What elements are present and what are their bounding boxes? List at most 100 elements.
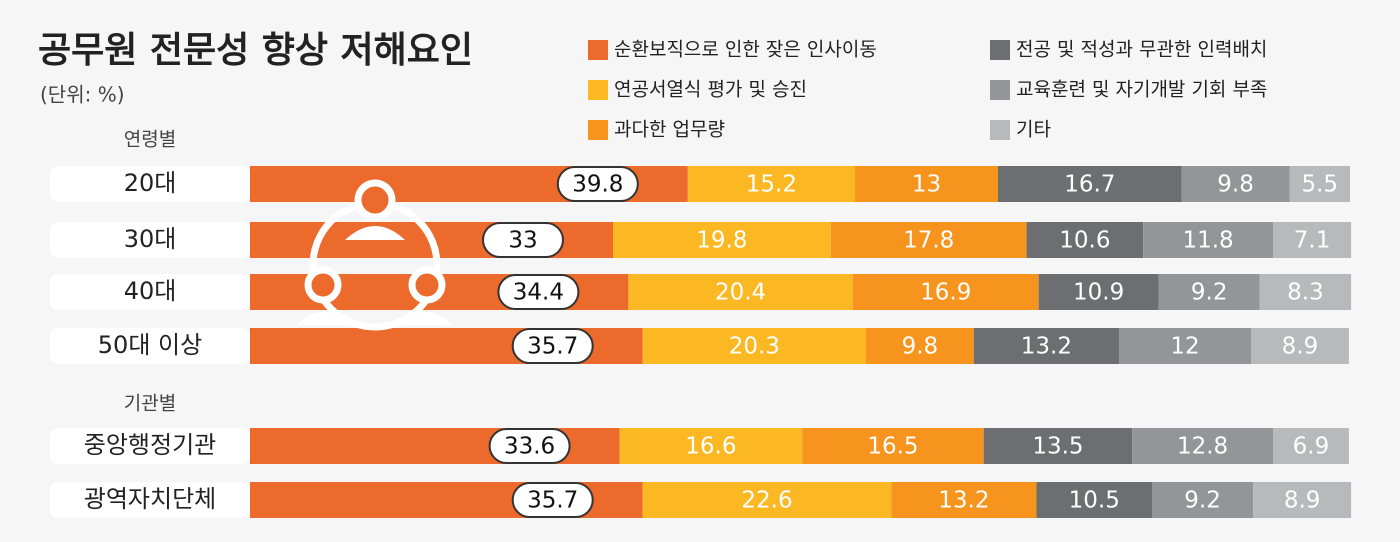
legend-swatch bbox=[990, 120, 1010, 140]
value-label: 16.9 bbox=[920, 280, 971, 306]
value-label: 9.2 bbox=[1191, 280, 1228, 306]
value-label: 10.6 bbox=[1059, 228, 1110, 254]
chart-subtitle: (단위: %) bbox=[40, 83, 125, 107]
value-label: 8.9 bbox=[1284, 488, 1321, 514]
value-label: 12 bbox=[1170, 334, 1199, 360]
category-label: 30대 bbox=[124, 225, 177, 253]
value-label: 16.5 bbox=[867, 434, 918, 460]
bar-segment bbox=[1036, 482, 1152, 518]
category-box bbox=[50, 166, 250, 202]
value-label: 16.6 bbox=[685, 434, 736, 460]
bar-segment bbox=[619, 428, 803, 464]
value-label: 9.8 bbox=[1217, 172, 1254, 198]
category-label: 광역자치단체 bbox=[84, 485, 216, 513]
value-label: 22.6 bbox=[741, 488, 792, 514]
bar-segment bbox=[891, 482, 1037, 518]
value-label: 20.3 bbox=[729, 334, 780, 360]
value-label: 8.9 bbox=[1282, 334, 1319, 360]
value-label: 7.1 bbox=[1294, 228, 1331, 254]
bar-segment bbox=[802, 428, 984, 464]
value-label: 11.8 bbox=[1182, 228, 1233, 254]
bar-segment bbox=[1253, 482, 1352, 518]
group-label: 연령별 bbox=[124, 129, 176, 151]
bar-segment bbox=[983, 428, 1133, 464]
bar-segment bbox=[642, 328, 866, 364]
value-label-box bbox=[511, 482, 594, 518]
legend-label: 교육훈련 및 자기개발 기회 부족 bbox=[1016, 79, 1267, 101]
value-label: 17.8 bbox=[903, 228, 954, 254]
value-label-box bbox=[488, 428, 571, 464]
category-label: 20대 bbox=[124, 169, 177, 197]
bar-segment bbox=[687, 166, 855, 202]
value-label: 33.6 bbox=[504, 434, 555, 460]
value-label-box bbox=[497, 274, 580, 310]
bar-segment bbox=[628, 274, 853, 310]
value-label: 12.8 bbox=[1177, 434, 1228, 460]
bar-segment bbox=[1143, 222, 1273, 258]
bar-segment bbox=[852, 274, 1039, 310]
category-label: 40대 bbox=[124, 277, 177, 305]
bar-segment bbox=[1026, 222, 1144, 258]
bar-segment bbox=[866, 328, 974, 364]
category-box bbox=[50, 428, 250, 464]
bar-segment bbox=[642, 482, 892, 518]
category-label: 중앙행정기관 bbox=[84, 431, 216, 459]
value-label-box bbox=[511, 328, 594, 364]
bar-segment bbox=[613, 222, 831, 258]
labels: 20대 39.8 15.2 13 16.7 9.8 5.5 30대 33 19.8 17.8 10.6… bbox=[50, 166, 1338, 518]
value-label-box bbox=[556, 166, 639, 202]
group-label: 기관별 bbox=[124, 393, 176, 415]
legend-label: 과다한 업무량 bbox=[614, 119, 725, 141]
legend-swatch bbox=[990, 40, 1010, 60]
bar-segment bbox=[1181, 166, 1290, 202]
bar-segment bbox=[855, 166, 998, 202]
value-label: 9.8 bbox=[902, 334, 939, 360]
legend-swatch bbox=[588, 120, 608, 140]
bar-segment bbox=[998, 166, 1182, 202]
category-box bbox=[50, 274, 250, 310]
legend-label: 순환보직으로 인한 잦은 인사이동 bbox=[614, 39, 877, 61]
legend-swatch bbox=[990, 80, 1010, 100]
legend-swatch bbox=[588, 40, 608, 60]
value-label: 6.9 bbox=[1293, 434, 1330, 460]
value-label: 19.8 bbox=[696, 228, 747, 254]
bar-segment bbox=[1273, 222, 1352, 258]
category-label: 50대 이상 bbox=[98, 331, 202, 359]
chart-title: 공무원 전문성 향상 저해요인 bbox=[38, 30, 473, 71]
value-label: 8.3 bbox=[1287, 280, 1324, 306]
value-label: 33 bbox=[508, 228, 537, 254]
value-label: 15.2 bbox=[746, 172, 797, 198]
legend-label: 연공서열식 평가 및 승진 bbox=[614, 79, 807, 101]
people-icon bbox=[297, 179, 453, 331]
value-label: 5.5 bbox=[1301, 172, 1338, 198]
category-box bbox=[50, 482, 250, 518]
value-label: 10.9 bbox=[1073, 280, 1124, 306]
bar-segment bbox=[1259, 274, 1352, 310]
category-box bbox=[50, 222, 250, 258]
legend-swatch bbox=[588, 80, 608, 100]
value-label: 39.8 bbox=[572, 172, 623, 198]
bar-segment bbox=[1273, 428, 1349, 464]
legend-label: 전공 및 적성과 무관한 인력배치 bbox=[1016, 39, 1267, 61]
category-box bbox=[50, 328, 250, 364]
bar-segment bbox=[1152, 482, 1254, 518]
value-label: 16.7 bbox=[1064, 172, 1115, 198]
value-label: 10.5 bbox=[1069, 488, 1120, 514]
bar-segment bbox=[1119, 328, 1251, 364]
value-label-box bbox=[482, 222, 564, 258]
bar-segment bbox=[1038, 274, 1159, 310]
bar-segment bbox=[1289, 166, 1350, 202]
value-label: 34.4 bbox=[513, 280, 564, 306]
bar-segment bbox=[1132, 428, 1273, 464]
value-label: 13.2 bbox=[938, 488, 989, 514]
bar-segment bbox=[1251, 328, 1349, 364]
legend-label: 기타 bbox=[1016, 119, 1051, 141]
value-label: 13.2 bbox=[1021, 334, 1072, 360]
bar-segment bbox=[973, 328, 1119, 364]
value-label: 35.7 bbox=[527, 334, 578, 360]
value-label: 13.5 bbox=[1032, 434, 1083, 460]
value-label: 13 bbox=[912, 172, 941, 198]
value-label: 20.4 bbox=[715, 280, 766, 306]
value-label: 35.7 bbox=[527, 488, 578, 514]
